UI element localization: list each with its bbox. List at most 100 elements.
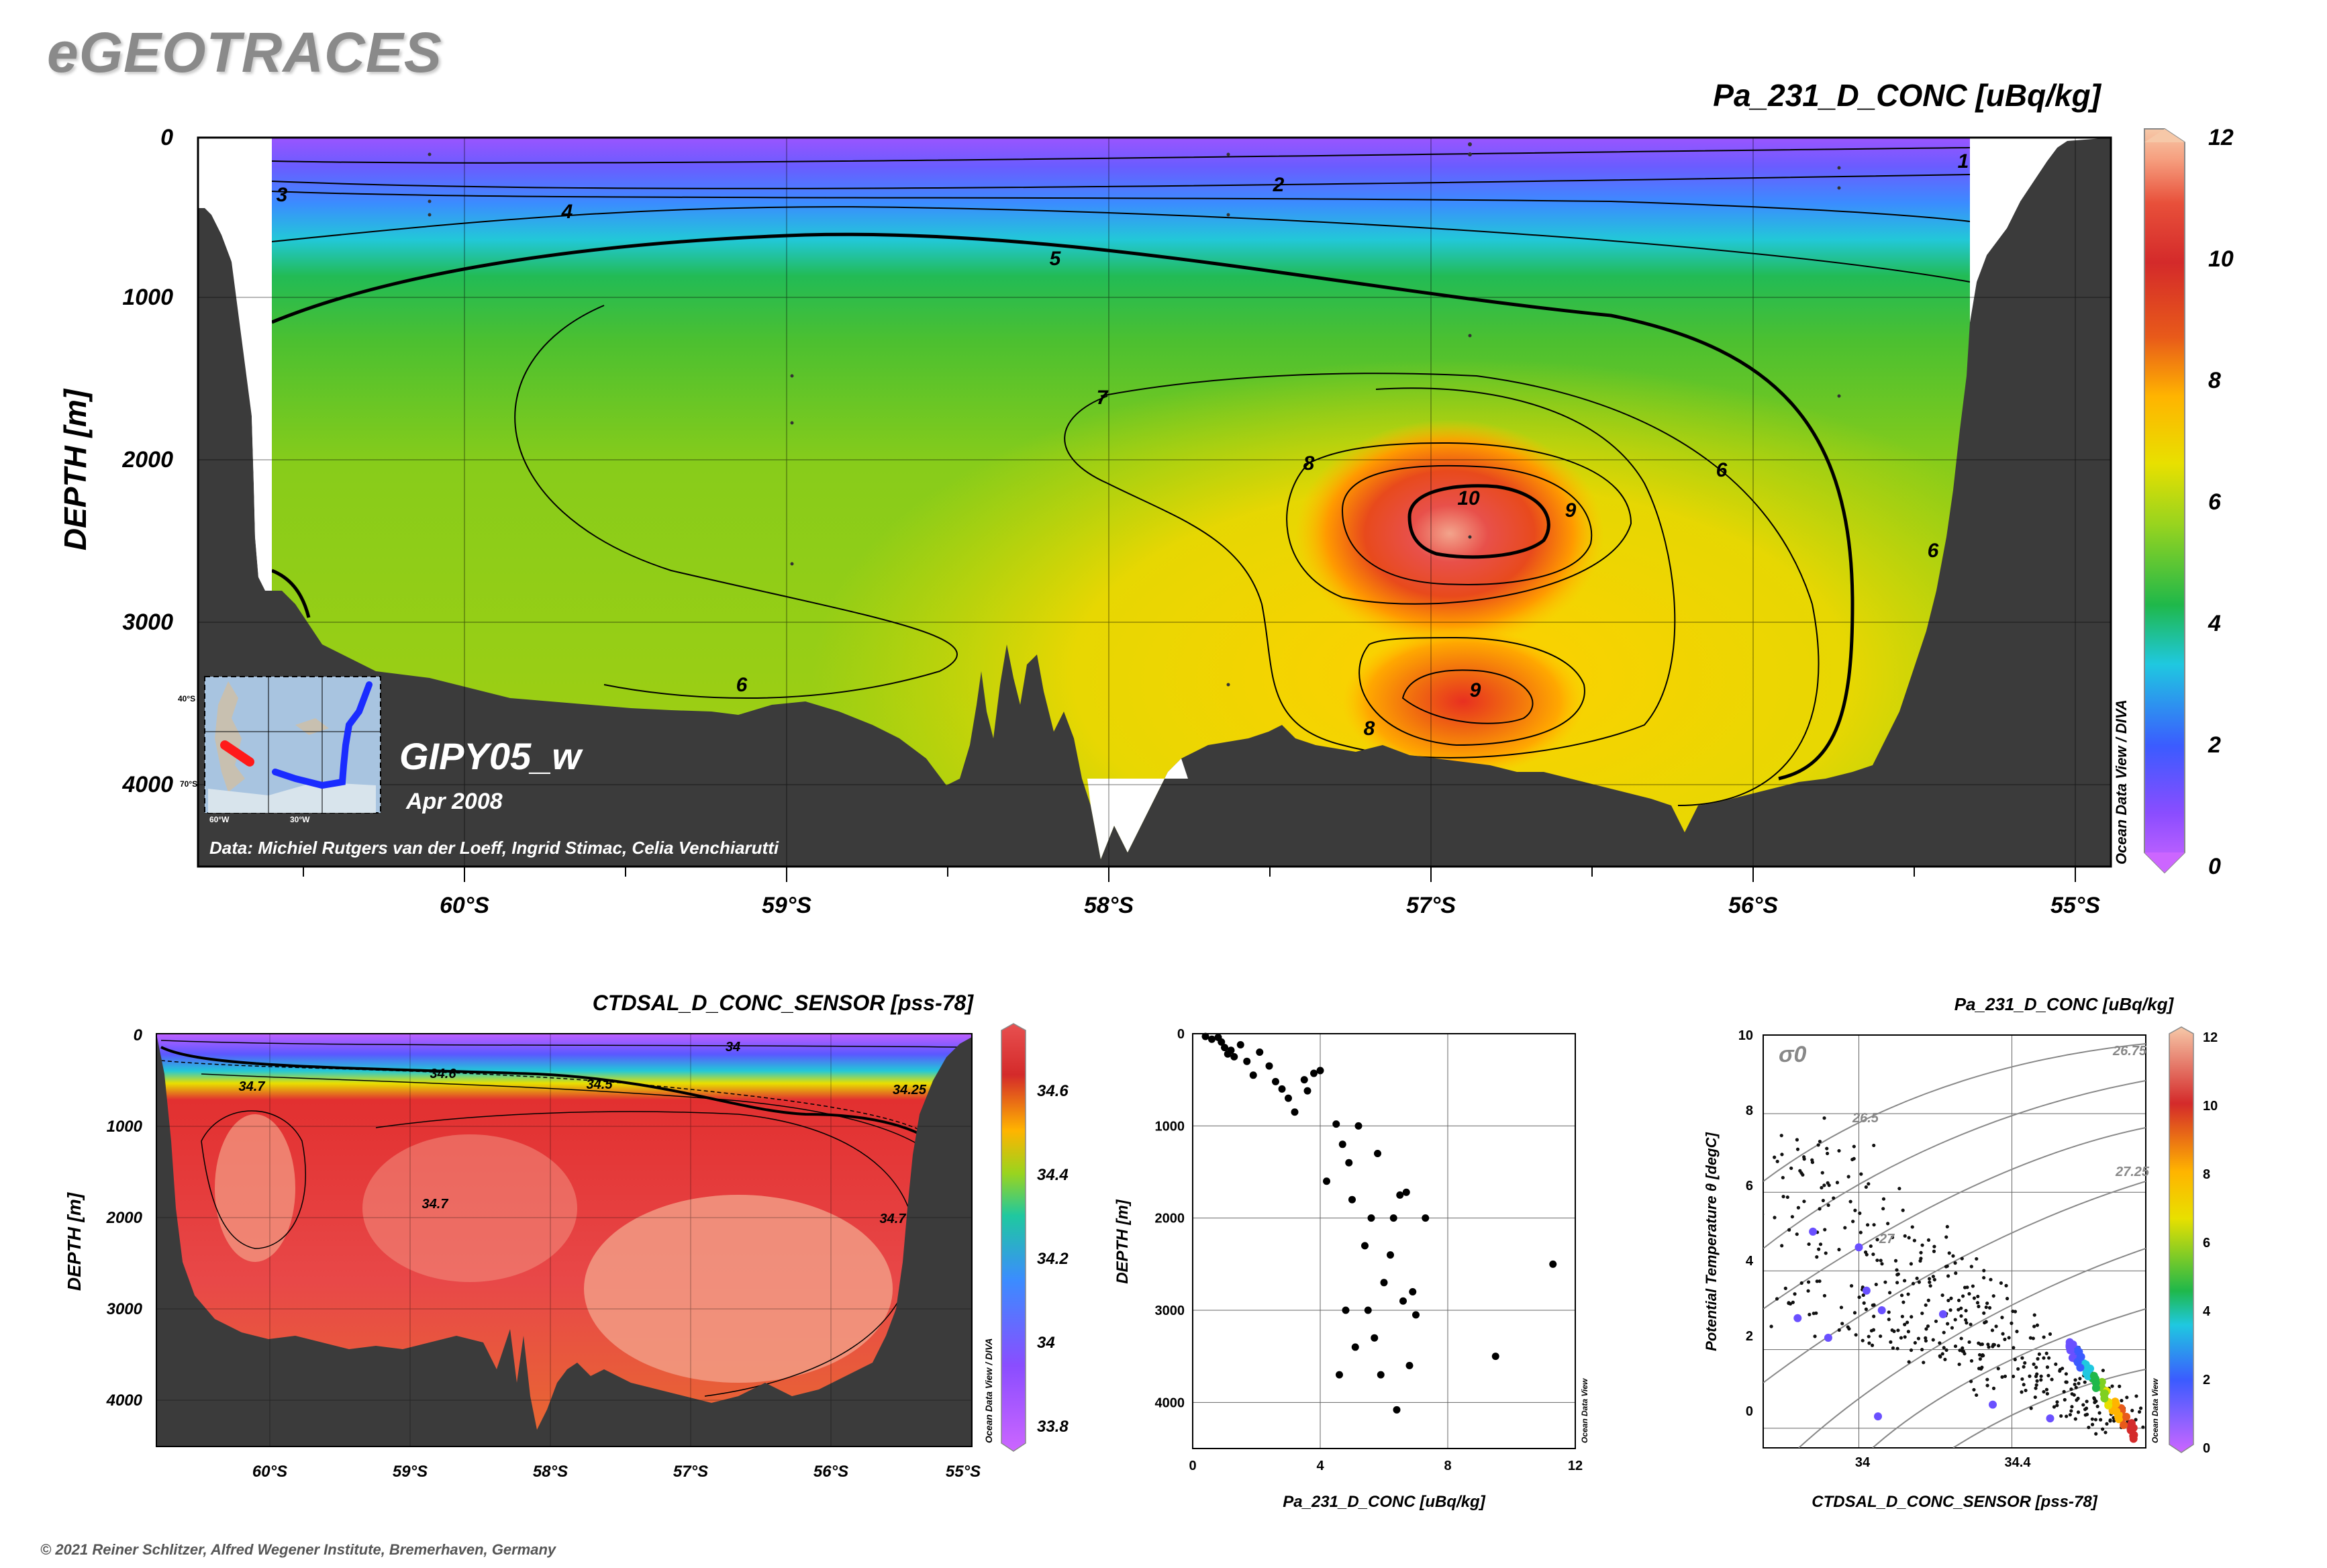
ts-point <box>2005 1297 2010 1301</box>
ts-point <box>1802 1199 1806 1204</box>
salinity-bathymetry <box>156 1034 972 1447</box>
data-point <box>1354 1122 1363 1130</box>
ts-point <box>1932 1249 1936 1253</box>
ts-point <box>1954 1271 1958 1275</box>
ts-point <box>2070 1405 2074 1409</box>
ts-frame <box>1763 1034 2146 1449</box>
ts-point <box>2055 1404 2059 1408</box>
ts-point <box>1985 1377 1989 1381</box>
ts-point <box>2065 1380 2069 1384</box>
ts-colored-point <box>1938 1310 1947 1318</box>
profile-scatter-plot: 0 1000 2000 3000 4000 0 4 8 12 DEPTH [m] Pa_231… <box>1113 1027 1589 1511</box>
ts-point <box>2099 1418 2103 1422</box>
ts-colored-point <box>2129 1424 2138 1432</box>
ts-point <box>2022 1383 2026 1387</box>
ts-point <box>2000 1375 2004 1379</box>
y-tick: 2000 <box>121 447 173 473</box>
data-credits: Data: Michiel Rutgers van der Loeff, Ing… <box>209 838 779 858</box>
main-colorbar <box>2144 128 2185 874</box>
main-minor-ticks <box>303 867 2076 882</box>
data-point <box>1336 1371 1343 1379</box>
ts-title: Pa_231_D_CONC [uBq/kg] <box>1954 994 2175 1014</box>
ts-point <box>1785 1195 1789 1199</box>
ts-point <box>2083 1380 2087 1384</box>
data-point <box>1208 1035 1216 1043</box>
ts-point <box>1920 1348 1924 1352</box>
ts-point <box>1818 1139 1822 1144</box>
ts-point <box>1981 1353 1985 1357</box>
ts-point <box>1957 1298 1961 1302</box>
ts-point <box>1924 1327 1928 1331</box>
no-data-right <box>1970 138 2067 322</box>
south-america-land <box>215 681 245 792</box>
profile-frame <box>1192 1033 1576 1449</box>
ts-point <box>1863 1250 1868 1255</box>
contour-2 <box>271 174 1971 189</box>
contour-label: 5 <box>1050 248 1062 270</box>
ts-point <box>1906 1330 1910 1334</box>
no-data-notch <box>1087 758 1188 859</box>
cb-tick: 6 <box>2208 489 2222 515</box>
ts-point <box>1986 1342 1990 1346</box>
ts-point <box>1787 1301 1791 1306</box>
ts-point <box>2085 1400 2089 1404</box>
ts-point <box>1977 1367 1981 1371</box>
ts-colored-point <box>1809 1227 1818 1236</box>
cb-tick: 0 <box>2203 1441 2210 1456</box>
ts-point <box>1924 1303 1928 1307</box>
ts-point <box>2028 1374 2032 1378</box>
ts-point <box>1916 1336 1921 1340</box>
ts-point <box>1947 1251 1951 1255</box>
ts-point <box>2110 1384 2114 1388</box>
data-point <box>1338 1140 1346 1148</box>
ts-point <box>2081 1403 2085 1407</box>
ts-point <box>1932 1277 1936 1282</box>
ts-point <box>1940 1352 1944 1356</box>
ts-point <box>2073 1378 2077 1382</box>
ts-point <box>2010 1321 2014 1325</box>
ts-point <box>1900 1314 1904 1318</box>
ts-point <box>2032 1362 2036 1366</box>
ts-point <box>1852 1157 1856 1161</box>
isopycnal-label: 26.75 <box>2112 1044 2147 1059</box>
ts-point <box>1942 1346 1946 1350</box>
ts-point <box>2001 1332 2005 1336</box>
ts-point <box>1808 1312 1812 1316</box>
ts-point <box>2134 1394 2138 1398</box>
ts-point <box>1867 1182 1871 1186</box>
ts-point <box>1861 1293 1865 1297</box>
ts-point <box>2034 1383 2038 1387</box>
ts-point <box>2094 1432 2098 1436</box>
ts-point <box>1999 1281 2003 1285</box>
ts-point <box>1918 1259 1922 1263</box>
ts-point <box>1944 1235 1948 1239</box>
contour-9b <box>1401 669 1534 724</box>
ts-point <box>1920 1243 1924 1247</box>
cb-tick: 34 <box>1037 1334 1055 1352</box>
ts-point <box>1982 1275 1986 1280</box>
ts-point <box>2020 1377 2024 1381</box>
ts-point <box>1938 1354 1942 1358</box>
y-tick: 1000 <box>122 285 173 310</box>
ts-point <box>2134 1418 2138 1422</box>
ts-point <box>1992 1342 1996 1346</box>
y-tick: 3000 <box>1155 1304 1185 1318</box>
data-point <box>1380 1279 1388 1287</box>
brand-logo: eGEOTRACES <box>47 21 442 84</box>
ts-point <box>1839 1306 1844 1310</box>
ts-point <box>1903 1234 1907 1238</box>
ts-point <box>1943 1357 1947 1361</box>
ts-point <box>1891 1346 1895 1350</box>
ts-point <box>1957 1308 1961 1312</box>
islands <box>295 718 329 735</box>
ts-point <box>2050 1377 2054 1381</box>
data-point <box>1402 1188 1410 1196</box>
ts-point <box>2020 1356 2024 1360</box>
data-point <box>1371 1334 1379 1342</box>
ts-point <box>1899 1336 1903 1340</box>
ts-colored-point <box>2120 1421 2128 1430</box>
ts-point <box>2076 1410 2081 1414</box>
data-point <box>1549 1260 1557 1268</box>
ts-point <box>2044 1351 2048 1355</box>
ts-point <box>2035 1379 2039 1383</box>
